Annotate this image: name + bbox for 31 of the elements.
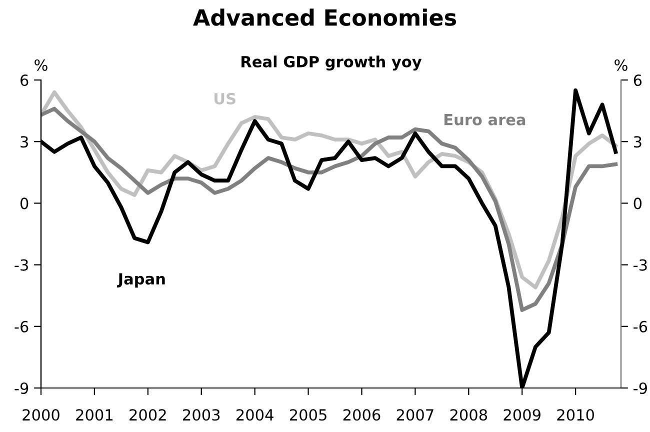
- x-tick-label: 2002: [130, 409, 166, 421]
- text: Japan: [117, 273, 165, 288]
- y2-tick-label: 0: [634, 198, 642, 210]
- x-tick-label: 2004: [236, 409, 274, 421]
- y2-axis-title: %: [614, 59, 628, 71]
- x-tick-label: 2005: [290, 409, 326, 421]
- y2-tick-label: -6: [634, 320, 648, 332]
- y2-tick-label: -9: [634, 382, 647, 394]
- x-tick-label: 2001: [76, 409, 112, 421]
- y-tick-label: 0: [20, 198, 28, 210]
- y2-tick-label: 6: [634, 74, 642, 86]
- y-tick-label: -9: [14, 382, 28, 394]
- y-axis-title: %: [34, 59, 48, 71]
- x-tick-label: 2010: [557, 409, 594, 421]
- series-label: US: [214, 92, 236, 104]
- x-tick-label: 2007: [396, 409, 434, 421]
- chart-title: Advanced Economies: [193, 8, 456, 26]
- line-series: [41, 106, 618, 312]
- x-tick-label: 2006: [343, 409, 380, 421]
- x-tick-label: 2009: [504, 409, 540, 421]
- y-tick-label: -3: [14, 259, 28, 271]
- y-tick-label: 3: [20, 136, 28, 148]
- x-tick-label: 2003: [183, 409, 220, 421]
- y-tick-label: -6: [14, 320, 28, 332]
- series-label: Euro area: [444, 114, 526, 126]
- x-tick-label: 2000: [22, 409, 60, 421]
- chart-subtitle: Real GDP growth yoy: [242, 56, 422, 71]
- x-tick-label: 2008: [450, 409, 488, 421]
- y2-tick-label: -3: [634, 259, 647, 271]
- y-tick-label: 6: [20, 74, 28, 86]
- y2-tick-label: 3: [634, 136, 642, 148]
